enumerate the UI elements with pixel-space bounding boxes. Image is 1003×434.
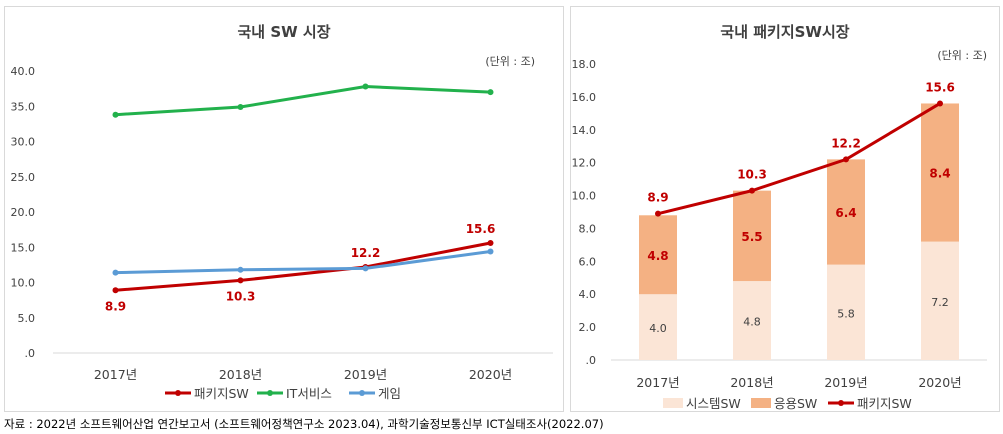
x-tick-label: 2017년 [636, 375, 679, 390]
data-point [487, 248, 494, 255]
y-tick-label: 5.0 [18, 312, 36, 325]
unit-label: (단위 : 조) [937, 49, 987, 62]
data-point [749, 187, 755, 194]
package-sw-chart-panel: 국내 패키지SW시장 (단위 : 조) .0 2.0 4.0 6.0 8.0 10.0 12… [570, 6, 1000, 412]
data-label: 10.3 [737, 168, 767, 182]
legend-marker [359, 390, 365, 396]
data-point [843, 156, 849, 163]
bar-value-label: 5.8 [837, 307, 855, 320]
bar-value-label: 4.8 [743, 316, 761, 329]
data-label: 15.6 [466, 222, 496, 236]
bar-value-label: 5.5 [741, 230, 762, 244]
data-label: 12.2 [351, 246, 381, 260]
y-tick-label: 18.0 [572, 58, 597, 71]
y-tick-label: 30.0 [11, 136, 36, 149]
y-tick-label: .0 [586, 354, 597, 367]
legend-swatch [751, 398, 771, 408]
bar-value-label: 4.0 [649, 322, 667, 335]
x-tick-label: 2019년 [344, 367, 387, 382]
data-point [362, 265, 369, 272]
x-tick-label: 2017년 [94, 367, 137, 382]
bar-segment [921, 103, 959, 242]
bar-value-label: 6.4 [835, 206, 856, 220]
bar-segment [733, 190, 771, 282]
y-tick-label: 14.0 [572, 124, 597, 137]
data-point [237, 277, 244, 284]
data-label: 8.9 [647, 191, 668, 205]
bar-segment [639, 294, 677, 360]
total-series-line [657, 102, 941, 216]
y-tick-label: 4.0 [579, 288, 597, 301]
x-tick-label: 2020년 [918, 375, 961, 390]
chart-title: 국내 SW 시장 [237, 23, 331, 41]
y-tick-label: 25.0 [11, 171, 36, 184]
legend-marker [267, 390, 273, 396]
legend-label: 패키지SW [857, 396, 912, 411]
y-tick-label: 10.0 [572, 190, 597, 203]
data-point [112, 269, 119, 276]
y-tick-label: 16.0 [572, 91, 597, 104]
data-point [237, 103, 244, 110]
y-tick-label: 20.0 [11, 206, 36, 219]
legend-label: IT서비스 [286, 386, 332, 401]
data-point [237, 266, 244, 273]
x-tick-label: 2018년 [730, 375, 773, 390]
stacked-bar-chart-plot: .0 2.0 4.0 6.0 8.0 10.0 12.0 14.0 16.0 18.0 2017년 2… [572, 58, 987, 411]
bar-segment [733, 281, 771, 360]
series-line-3 [115, 249, 491, 275]
data-point [487, 240, 494, 247]
legend-marker [175, 390, 181, 396]
y-tick-label: 10.0 [11, 277, 36, 290]
data-label: 15.6 [925, 80, 955, 94]
bar-value-label: 4.8 [647, 249, 668, 263]
series-line-1 [115, 241, 491, 292]
data-label: 10.3 [226, 289, 256, 303]
data-label: 12.2 [831, 136, 861, 150]
data-point [362, 83, 369, 90]
y-tick-label: 35.0 [11, 100, 36, 113]
line-chart-plot: .0 5.0 10.0 15.0 20.0 25.0 30.0 35.0 40.0 2017년 20… [11, 65, 553, 401]
data-label: 8.9 [105, 299, 126, 313]
legend-label: 게임 [378, 386, 401, 401]
data-point [112, 287, 119, 294]
x-tick-label: 2019년 [824, 375, 867, 390]
bar-value-label: 8.4 [929, 167, 950, 181]
x-tick-label: 2020년 [469, 367, 512, 382]
chart-title: 국내 패키지SW시장 [720, 23, 850, 41]
bar-segment [921, 241, 959, 360]
y-tick-label: 40.0 [11, 65, 36, 78]
bar-segment [639, 215, 677, 295]
legend-label: 응용SW [774, 396, 817, 411]
y-tick-label: 6.0 [579, 255, 597, 268]
bar-value-label: 7.2 [931, 296, 949, 309]
data-point [655, 210, 661, 217]
bar-segment [827, 264, 865, 360]
source-note: 자료 : 2022년 소프트웨어산업 연간보고서 (소프트웨어정책연구소 202… [4, 417, 604, 431]
x-tick-label: 2018년 [219, 367, 262, 382]
unit-label: (단위 : 조) [485, 55, 535, 68]
y-tick-label: .0 [25, 347, 36, 360]
y-tick-label: 2.0 [579, 321, 597, 334]
data-point [112, 111, 119, 118]
y-tick-label: 12.0 [572, 157, 597, 170]
data-point [937, 100, 943, 107]
series-line-2 [115, 85, 491, 117]
legend-marker [838, 400, 844, 406]
data-point [487, 89, 494, 96]
legend-label: 시스템SW [686, 396, 741, 411]
bar-segment [827, 159, 865, 265]
y-tick-label: 15.0 [11, 241, 36, 254]
legend-label: 패키지SW [194, 386, 249, 401]
y-tick-label: 8.0 [579, 222, 597, 235]
legend-swatch [663, 398, 683, 408]
sw-market-chart-panel: 국내 SW 시장 (단위 : 조) .0 5.0 10.0 15.0 20.0 25.0 3… [4, 6, 564, 412]
